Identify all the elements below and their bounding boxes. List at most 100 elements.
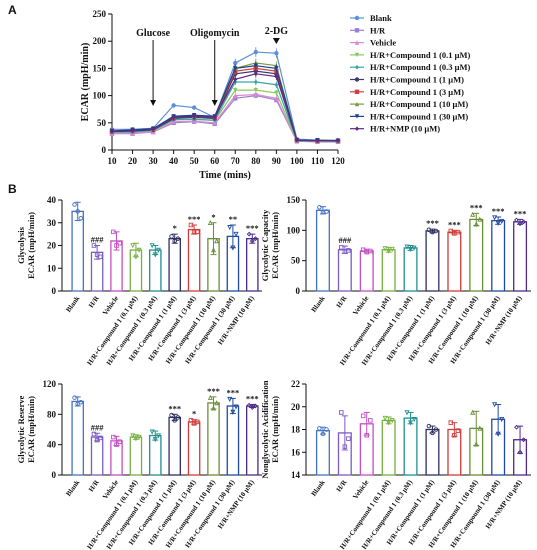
data-point xyxy=(152,437,158,443)
bar xyxy=(425,230,440,292)
data-point xyxy=(339,410,344,415)
y-tick-label: 50 xyxy=(97,118,107,128)
x-tick-label: 30 xyxy=(149,156,159,166)
data-point xyxy=(317,205,322,210)
x-axis-title: Time (mins) xyxy=(199,170,251,181)
series-line xyxy=(112,94,338,143)
data-point xyxy=(195,419,200,425)
y-axis-title-line: Glycolytic Capacity xyxy=(260,209,270,281)
legend-label: H/R+Compound 1 (10 μM) xyxy=(370,99,468,109)
y-axis-title: Glycolytic ReserveECAR (mpH/min) xyxy=(16,395,36,463)
data-point xyxy=(91,243,97,248)
series-point xyxy=(233,87,238,93)
data-point xyxy=(175,236,181,241)
data-point xyxy=(94,437,100,443)
x-tick-label: 60 xyxy=(210,156,220,166)
series-point xyxy=(274,74,279,79)
data-point xyxy=(455,229,461,235)
data-point xyxy=(111,229,116,235)
category-label: Vehicle xyxy=(101,295,120,317)
y-axis-title: ECAR (mpH/min) xyxy=(80,43,91,122)
bar xyxy=(246,405,259,476)
significance-label: *** xyxy=(207,386,220,396)
category-label: Vehicle xyxy=(351,295,370,317)
data-point xyxy=(404,244,410,250)
y-axis-title-line: ECAR (mpH/min) xyxy=(26,396,36,463)
series-point xyxy=(171,103,176,108)
data-point xyxy=(149,429,155,435)
significance-label: *** xyxy=(470,202,483,212)
legend-marker xyxy=(354,40,360,45)
data-point xyxy=(130,243,136,249)
legend-marker xyxy=(354,114,360,119)
bar xyxy=(187,421,201,476)
data-point xyxy=(470,211,476,217)
y-tick-label: 120 xyxy=(43,379,57,389)
bar xyxy=(337,249,352,292)
y-tick-label: 10 xyxy=(47,263,57,273)
legend-label: H/R+Compound 1 (1 μM) xyxy=(370,75,464,85)
data-point xyxy=(227,225,233,231)
data-point xyxy=(473,441,479,447)
series-point xyxy=(253,63,259,68)
data-point xyxy=(408,246,414,252)
data-point xyxy=(433,228,439,234)
series-point xyxy=(171,115,176,120)
data-point xyxy=(404,410,410,416)
series-point xyxy=(130,128,135,134)
data-point xyxy=(452,432,457,438)
significance-label: ### xyxy=(91,422,105,432)
x-tick-label: 120 xyxy=(331,156,345,166)
data-point xyxy=(114,442,119,447)
category-label: H/R xyxy=(335,294,349,310)
data-point xyxy=(521,219,527,225)
data-point xyxy=(339,245,344,250)
data-point xyxy=(521,437,527,443)
y-tick-label: 100 xyxy=(287,225,301,235)
y-tick-label: 150 xyxy=(93,63,107,73)
data-point xyxy=(233,231,239,237)
data-point xyxy=(452,231,457,236)
significance-label: *** xyxy=(227,387,240,397)
data-point xyxy=(411,417,417,423)
data-point xyxy=(230,409,236,415)
data-point xyxy=(514,217,519,223)
series-point xyxy=(253,87,259,93)
y-tick-label: 18 xyxy=(291,425,301,435)
bar xyxy=(403,417,418,476)
data-point xyxy=(111,434,116,440)
data-point xyxy=(253,403,258,409)
significance-label: * xyxy=(192,409,196,419)
data-point xyxy=(382,246,388,252)
data-point xyxy=(364,432,369,438)
category-label: Vehicle xyxy=(101,479,120,501)
data-point xyxy=(253,236,258,242)
significance-label: *** xyxy=(492,206,505,216)
legend-label: H/R+Compound 1 (0.3 μM) xyxy=(370,62,471,72)
bar xyxy=(168,416,181,476)
legend-marker xyxy=(354,77,360,82)
series-point xyxy=(274,82,279,87)
significance-label: *** xyxy=(246,223,259,233)
data-point xyxy=(136,434,142,440)
data-point xyxy=(360,413,366,419)
panel-a-line-chart: 0 50 100 150 200 250 10 20 30 40 50 60 70 80 90 100 110 1… xyxy=(80,9,471,181)
data-point xyxy=(492,402,498,408)
bar xyxy=(129,436,143,476)
y-axis-title: Glycolytic CapacityECAR (mpH/min) xyxy=(260,209,280,281)
y-tick-label: 200 xyxy=(93,36,107,46)
series-point xyxy=(191,105,197,110)
y-tick-label: 50 xyxy=(291,256,301,266)
data-point xyxy=(317,426,322,431)
glycolysis-bar-chart: 0 10 20 30 40 GlycolysisECAR (mpH/min) Blank ##… xyxy=(16,195,262,367)
significance-label: *** xyxy=(188,214,201,224)
y-axis-title-line: ECAR (mpH/min) xyxy=(270,396,280,463)
y-tick-label: 14 xyxy=(291,470,301,480)
data-point xyxy=(191,421,197,426)
significance-label: ### xyxy=(91,235,105,245)
data-point xyxy=(433,427,439,432)
x-tick-label: 20 xyxy=(128,156,138,166)
data-point xyxy=(75,209,80,214)
data-point xyxy=(114,243,119,248)
